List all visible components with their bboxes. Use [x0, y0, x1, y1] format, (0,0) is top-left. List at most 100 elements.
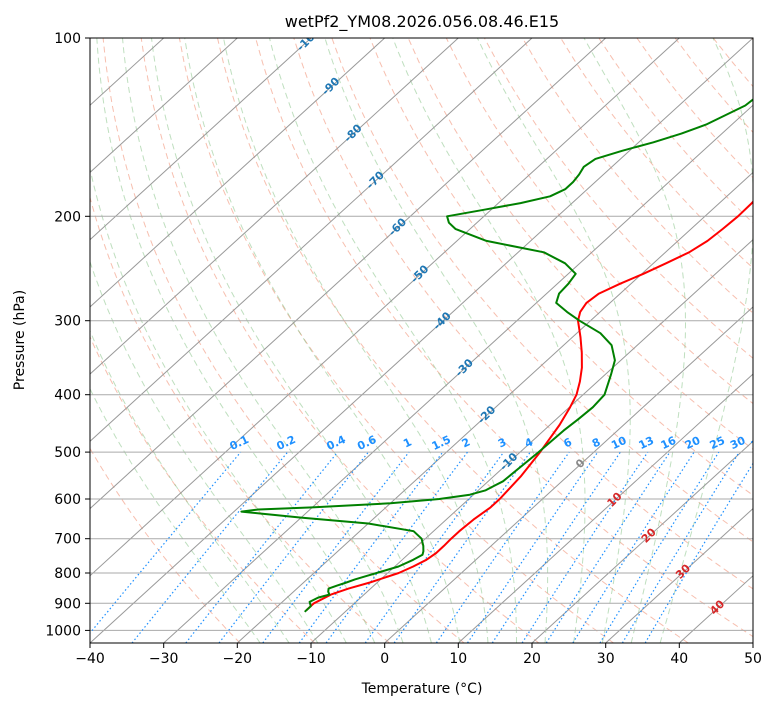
y-tick-label: 400 — [54, 388, 81, 404]
dry-adiabat — [483, 38, 753, 359]
y-tick-label: 800 — [54, 566, 81, 582]
moist-adiabat — [90, 329, 290, 643]
dry-adiabat — [522, 38, 753, 314]
profiles — [240, 98, 753, 613]
mixing-ratio-line — [545, 451, 671, 643]
dry-adiabat — [674, 38, 753, 134]
isotherm — [90, 38, 607, 510]
dry-adiabat — [560, 38, 753, 269]
mixing-ratio-line — [521, 451, 649, 643]
x-tick-label: 40 — [670, 651, 688, 667]
mixing-ratio-line — [621, 451, 740, 643]
mixing-ratio-label: 0.4 — [325, 433, 348, 453]
moist-adiabat — [269, 38, 517, 643]
x-axis: −40 −30 −20 −10 0 10 20 30 40 50 — [75, 643, 762, 667]
x-tick-label: 20 — [523, 651, 541, 667]
isotherm — [90, 38, 386, 308]
y-tick-label: 900 — [54, 596, 81, 612]
temperature-profile — [305, 200, 753, 612]
isotherm — [605, 507, 753, 643]
x-tick-label: −40 — [75, 651, 105, 667]
dry-adiabat — [712, 38, 753, 88]
mixing-ratio-label: 6 — [562, 435, 575, 450]
chart-title: wetPf2_YM08.2026.056.08.46.E15 — [285, 12, 559, 32]
moist-adiabat — [151, 38, 432, 643]
dry-adiabat — [90, 335, 316, 643]
x-tick-label: 10 — [449, 651, 467, 667]
mixing-ratio-label: 1 — [401, 435, 413, 450]
mixing-ratio-label: 8 — [590, 435, 602, 450]
moist-adiabat — [122, 38, 404, 643]
isotherm — [90, 38, 459, 375]
moist-adiabat — [583, 38, 686, 643]
moist-adiabat — [659, 38, 753, 643]
line-labels: 0.1 0.2 0.4 0.6 1 1.5 2 3 4 6 8 10 13 16 20 25 30 36-100-… — [228, 38, 769, 618]
dry-adiabat — [217, 38, 689, 643]
mixing-ratio-label: 25 — [708, 434, 727, 452]
mixing-ratio-label: 0.1 — [228, 433, 251, 453]
dry-adiabat — [750, 38, 753, 41]
x-tick-label: −10 — [296, 651, 326, 667]
isotherm — [90, 38, 533, 443]
mixing-ratio-line — [325, 451, 468, 643]
mixing-ratio-line — [491, 451, 621, 643]
dry-adiabat — [369, 38, 753, 496]
y-tick-label: 300 — [54, 314, 81, 330]
x-axis-label: Temperature (°C) — [361, 681, 483, 697]
moist-adiabat — [324, 38, 549, 643]
mixing-ratio-label: 16 — [659, 434, 679, 452]
dewpoint-profile — [240, 98, 753, 613]
moist-adiabat — [223, 38, 489, 643]
isotherm — [163, 104, 753, 643]
isotherm — [236, 171, 753, 643]
dry-adiabat — [140, 38, 540, 643]
y-axis-label: Pressure (hPa) — [12, 290, 28, 390]
moist-adiabat — [184, 38, 461, 643]
mixing-ratio-label: 10 — [609, 434, 629, 452]
mixing-ratio-line — [572, 451, 695, 643]
mixing-ratio-line — [131, 451, 289, 643]
dry-adiabat — [90, 195, 390, 643]
mixing-ratio-line — [262, 451, 410, 643]
moist-adiabat — [90, 260, 319, 643]
y-tick-label: 600 — [54, 492, 81, 508]
isotherm — [531, 440, 753, 643]
dry-adiabat — [331, 38, 753, 543]
dry-adiabat — [90, 447, 241, 643]
y-tick-label: 100 — [54, 31, 81, 47]
moist-adiabat — [90, 387, 261, 643]
mixing-ratio-label: 2 — [460, 435, 472, 450]
x-tick-label: −30 — [149, 651, 179, 667]
moist-adiabat — [476, 38, 631, 643]
moist-adiabat — [96, 38, 376, 643]
y-tick-label: 700 — [54, 532, 81, 548]
dry-adiabat — [445, 38, 753, 405]
mixing-ratio-line — [298, 451, 444, 643]
isotherm — [457, 373, 753, 643]
plot-frame — [89, 37, 754, 644]
dry-adiabat — [293, 38, 753, 590]
mixing-ratio-line — [364, 451, 505, 643]
mixing-ratio-label: 30 — [728, 434, 748, 452]
x-tick-label: 0 — [380, 651, 389, 667]
mixing-ratio-label: 36 — [749, 434, 769, 452]
mixing-ratio-label: 3 — [496, 435, 508, 450]
x-tick-label: 50 — [744, 651, 762, 667]
isotherm — [90, 38, 680, 577]
mixing-ratio-label: 13 — [637, 434, 656, 452]
background-lines — [90, 38, 753, 643]
mixing-ratio-label: 20 — [683, 434, 703, 452]
y-tick-label: 500 — [54, 445, 81, 461]
dry-adiabat — [178, 38, 614, 643]
dry-adiabat — [102, 38, 465, 643]
mixing-ratio-line — [644, 462, 753, 643]
isotherm — [384, 306, 753, 643]
mixing-ratio-line — [90, 451, 242, 634]
mixing-ratio-line — [218, 451, 369, 643]
isotherm — [90, 38, 238, 174]
mixing-ratio-line — [393, 451, 531, 643]
y-tick-label: 1000 — [45, 623, 81, 639]
moist-adiabat — [392, 38, 586, 643]
mixing-ratio-line — [435, 451, 570, 643]
